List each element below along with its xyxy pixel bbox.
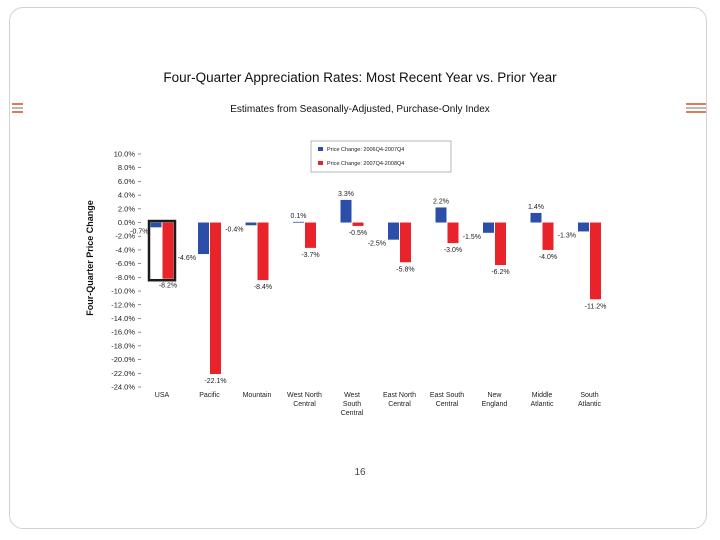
y-axis-label: Four-Quarter Price Change [85,200,95,316]
bar-labels: -0.7% -8.2% -4.6% -22.1% -0.4% -8.4% 0.1% -3.7%… [130,191,606,385]
category-label: East North Central [383,392,416,408]
bar-series-1 [340,199,352,223]
y-tick-label: -2.0% [115,232,135,241]
category-label: West South Central [341,392,364,417]
category-label: Middle Atlantic [531,392,554,408]
data-label: -0.7% [130,228,148,235]
bars [147,199,601,374]
y-tick-label: 2.0% [118,204,135,213]
bar-series-2 [542,222,554,250]
category-label: Mountain [243,392,272,399]
data-label: -1.5% [463,234,481,241]
data-label: -0.4% [225,226,243,233]
right-accent-line [686,103,706,105]
data-label: -5.8% [396,266,414,273]
bar-series-1 [293,221,304,223]
right-accent-line-lower [686,111,706,113]
y-tick-label: 6.0% [118,177,135,186]
y-tick-label: -14.0% [111,314,135,323]
y-tick-label: 4.0% [118,191,135,200]
legend: Price Change: 2006Q4-2007Q4 Price Change… [310,140,452,173]
bar-series-2 [162,222,174,279]
y-tick-label: -6.0% [115,259,135,268]
category-label: East South Central [430,392,464,408]
data-label: 0.1% [291,213,307,220]
category-label: New England [482,392,508,408]
data-label: -3.0% [444,247,462,254]
category-label: Pacific [199,392,220,399]
y-tick-label: -12.0% [111,300,135,309]
bar-series-1 [198,222,209,255]
y-tick-label: 0.0% [118,218,135,227]
data-label: 2.2% [433,198,449,205]
chart-subtitle: Estimates from Seasonally-Adjusted, Purc… [230,104,490,115]
data-label: -4.0% [539,254,557,261]
data-label: -4.6% [178,255,196,262]
y-tick-label: 8.0% [118,163,135,172]
left-accent-line-lower [12,111,23,113]
y-tick-label: 10.0% [114,150,136,159]
left-accent-line [12,103,23,105]
category-label: USA [155,392,170,399]
bar-series-1 [435,207,447,223]
bar-series-1 [483,222,494,233]
bar-series-2 [590,222,601,300]
page-number: 16 [354,467,366,478]
data-label: -11.2% [585,303,607,310]
bar-series-2 [210,222,221,374]
legend-label-series-1: Price Change: 2006Q4-2007Q4 [327,147,404,153]
data-label: -6.2% [491,269,509,276]
category-label: West North Central [287,392,322,408]
y-tick-label: -22.0% [111,369,135,378]
legend-box [310,140,452,173]
data-label: -0.5% [349,230,367,237]
y-tick-label: -8.0% [115,273,135,282]
bar-series-1 [578,222,589,232]
legend-swatch-series-1 [318,147,323,151]
bar-series-1 [530,212,542,223]
legend-swatch-series-2 [318,161,323,165]
data-label: 3.3% [338,191,354,198]
slide-frame [9,7,707,529]
data-label: -8.2% [159,283,177,290]
data-label: -1.3% [558,232,576,239]
y-tick-label: -24.0% [111,383,135,392]
highlight-box [147,219,177,282]
legend-label-series-2: Price Change: 2007Q4-2008Q4 [327,161,404,167]
bar-series-1 [388,222,399,240]
data-label: -8.4% [254,284,272,291]
category-labels: USA Pacific Mountain West North Central West S… [155,392,602,417]
y-axis: 10.0% 8.0% 6.0% 4.0% 2.0% 0.0% -2.0% -4.0% -6.0%… [111,150,141,392]
data-label: -22.1% [204,378,226,385]
chart-title: Four-Quarter Appreciation Rates: Most Re… [163,70,557,85]
category-label: South Atlantic [578,392,601,408]
bar-series-2 [447,222,459,244]
y-tick-label: -4.0% [115,245,135,254]
bar-series-1 [150,222,162,228]
y-tick-label: -18.0% [111,341,135,350]
data-label: -2.5% [368,241,386,248]
right-gray-line [686,107,706,109]
bar-series-2 [257,222,269,281]
bar-series-1 [245,222,257,226]
y-tick-label: -10.0% [111,287,135,296]
bar-series-2 [495,222,506,266]
y-tick-label: -20.0% [111,355,135,364]
y-tick-label: -16.0% [111,328,135,337]
bar-series-2 [352,222,364,226]
bar-series-2 [400,222,411,263]
data-label: 1.4% [528,204,544,211]
bar-series-2 [305,222,316,248]
data-label: -3.7% [301,252,319,259]
left-gray-line [12,107,23,109]
